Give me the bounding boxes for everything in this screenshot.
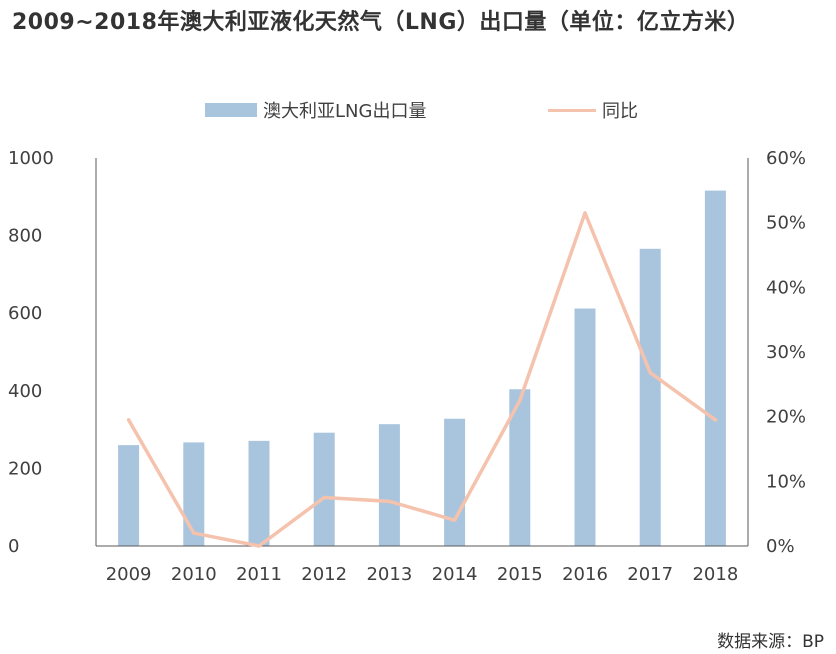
line-point-2012 bbox=[322, 495, 326, 500]
line-point-2010 bbox=[192, 531, 196, 535]
right-tick-label-0%: 0% bbox=[766, 536, 795, 557]
bar-2013 bbox=[378, 424, 400, 546]
right-tick-label-60%: 60% bbox=[766, 148, 806, 169]
legend-label-yoy: 同比 bbox=[602, 101, 638, 122]
right-tick-label-20%: 20% bbox=[766, 407, 806, 428]
line-point-2009 bbox=[126, 418, 131, 422]
legend-swatch-bar bbox=[205, 103, 257, 117]
source-note: 数据来源：BP bbox=[717, 632, 824, 652]
line-point-2011 bbox=[257, 544, 261, 548]
x-tick-label-2014: 2014 bbox=[432, 564, 478, 585]
bar-2009 bbox=[118, 445, 140, 546]
line-point-2014 bbox=[452, 518, 457, 522]
bar-2012 bbox=[313, 432, 335, 546]
x-tick-label-2015: 2015 bbox=[497, 564, 543, 585]
bar-2017 bbox=[639, 248, 661, 547]
right-tick-label-50%: 50% bbox=[766, 213, 806, 234]
left-tick-label-400: 400 bbox=[8, 381, 42, 402]
right-tick-label-10%: 10% bbox=[766, 471, 806, 492]
x-tick-label-2017: 2017 bbox=[627, 564, 673, 585]
legend-item-exports: 澳大利亚LNG出口量 bbox=[205, 97, 426, 123]
bar-2010 bbox=[183, 442, 205, 546]
legend-label-exports: 澳大利亚LNG出口量 bbox=[263, 101, 427, 122]
x-tick-label-2013: 2013 bbox=[366, 564, 412, 585]
legend-swatch-line bbox=[548, 108, 596, 112]
x-tick-label-2016: 2016 bbox=[562, 564, 608, 585]
left-tick-label-600: 600 bbox=[8, 303, 42, 324]
bar-2011 bbox=[248, 440, 270, 546]
bar-2014 bbox=[444, 418, 466, 546]
line-point-2018 bbox=[713, 418, 718, 422]
chart-legend: 澳大利亚LNG出口量 同比 bbox=[0, 97, 836, 127]
line-point-2013 bbox=[387, 499, 392, 504]
left-tick-label-800: 800 bbox=[8, 226, 42, 247]
bar-2016 bbox=[574, 308, 596, 546]
line-point-2016 bbox=[583, 211, 587, 215]
chart-title: 2009~2018年澳大利亚液化天然气（LNG）出口量（单位：亿立方米） bbox=[12, 10, 750, 35]
left-tick-label-200: 200 bbox=[8, 458, 42, 479]
x-tick-label-2018: 2018 bbox=[692, 564, 738, 585]
left-tick-label-1000: 1000 bbox=[8, 148, 54, 169]
right-tick-label-40%: 40% bbox=[766, 277, 806, 298]
bar-2015 bbox=[509, 389, 531, 546]
x-tick-label-2009: 2009 bbox=[106, 564, 152, 585]
left-tick-label-0: 0 bbox=[8, 536, 19, 557]
x-tick-label-2012: 2012 bbox=[301, 564, 347, 585]
x-tick-label-2010: 2010 bbox=[171, 564, 217, 585]
line-series-yoy bbox=[126, 211, 718, 548]
line-point-2017 bbox=[648, 370, 652, 375]
legend-item-yoy: 同比 bbox=[548, 97, 638, 123]
bar-2018 bbox=[704, 190, 726, 547]
x-tick-label-2011: 2011 bbox=[236, 564, 282, 585]
line-point-2015 bbox=[518, 398, 522, 403]
right-tick-label-30%: 30% bbox=[766, 342, 806, 363]
